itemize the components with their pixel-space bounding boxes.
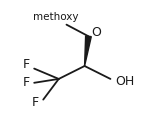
- Text: F: F: [23, 58, 30, 71]
- Text: O: O: [91, 26, 101, 39]
- Text: F: F: [23, 76, 30, 89]
- Text: OH: OH: [116, 75, 135, 88]
- Polygon shape: [85, 36, 91, 66]
- Text: F: F: [32, 96, 39, 109]
- Text: methoxy: methoxy: [33, 12, 79, 22]
